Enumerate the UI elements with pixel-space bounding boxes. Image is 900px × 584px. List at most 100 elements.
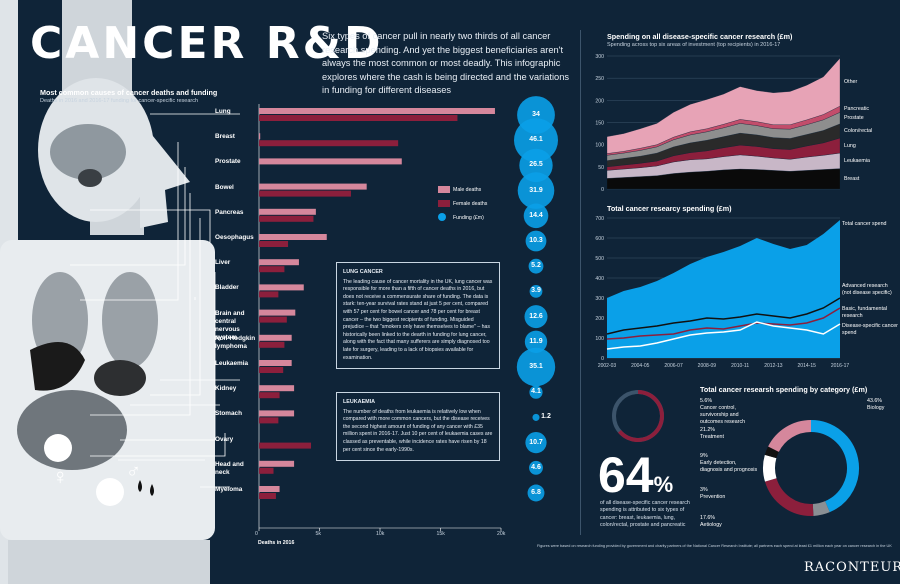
- donut-label: 43.6% Biology: [867, 398, 897, 412]
- info-box-lung: LUNG CANCER The leading cause of cancer …: [336, 262, 500, 370]
- funding-value: 4.6: [531, 463, 541, 471]
- info-lung-text: The leading cause of cancer mortality in…: [343, 278, 493, 361]
- y-tick-label: 50: [598, 165, 604, 171]
- bar-male-deaths: [259, 259, 299, 266]
- donut-label: 5.6% Cancer control, survivorship and out…: [700, 398, 760, 426]
- bar-male-deaths: [259, 183, 367, 190]
- y-tick-label: 100: [595, 336, 604, 342]
- y-tick-label: 400: [595, 276, 604, 282]
- donut-percent: 17.6%: [700, 515, 716, 521]
- funding-value: 10.3: [529, 237, 543, 244]
- y-tick-label: 0: [601, 356, 604, 362]
- divider: [580, 30, 581, 535]
- svg-text:♀: ♀: [52, 464, 69, 489]
- y-tick-label: 250: [595, 76, 604, 82]
- donut-chart: [763, 420, 859, 516]
- bar-male-deaths: [259, 460, 295, 467]
- funding-value: 12.6: [529, 312, 543, 320]
- donut-slice: [763, 454, 777, 482]
- line-series-label: Total cancer spend: [842, 221, 887, 227]
- cancer-label: Stomach: [215, 410, 242, 418]
- x-tick-label: 2012-13: [764, 363, 783, 369]
- x-tick-label: 2014-15: [798, 363, 817, 369]
- donut-slice: [768, 420, 812, 453]
- donut-title: Total cancer researsh spending by catego…: [700, 385, 868, 394]
- info-leukaemia-text: The number of deaths from leukaemia is r…: [343, 408, 493, 453]
- bar-female-deaths: [259, 115, 458, 121]
- y-tick-label: 100: [595, 143, 604, 149]
- cancer-label: Liver: [215, 259, 231, 267]
- line-series-label: Disease-specific cancer spend: [842, 323, 898, 336]
- cancer-label: Prostate: [215, 158, 241, 166]
- funding-bubble: [528, 258, 544, 274]
- bar-female-deaths: [259, 341, 285, 348]
- donut-percent: 9%: [700, 453, 708, 459]
- donut-slice: [764, 446, 779, 459]
- bar-male-deaths: [259, 284, 304, 291]
- funding-bubble: [529, 285, 543, 298]
- bar-male-deaths: [259, 385, 295, 392]
- bar-male-deaths: [259, 410, 295, 417]
- funding-value: 10.7: [529, 438, 543, 446]
- bar-male-deaths: [259, 360, 292, 366]
- legend-funding: Funding (£m): [453, 215, 484, 221]
- bar-female-deaths: [259, 367, 284, 373]
- bar-female-deaths: [259, 392, 280, 399]
- bar-male-deaths: [259, 133, 261, 140]
- gauge-fill: [617, 390, 664, 442]
- cancer-label: Oesophagus: [215, 234, 254, 241]
- donut-category: Cancer control, survivorship and outcome…: [700, 405, 746, 425]
- y-tick-label: 300: [595, 54, 604, 60]
- footnote: Figures were based on research funding p…: [537, 544, 892, 548]
- area-series-label: Colon/rectal: [844, 127, 873, 134]
- bar-male-deaths: [259, 334, 292, 341]
- cancer-label: Lung: [215, 108, 231, 115]
- funding-bubble: [517, 172, 555, 209]
- bar-male-deaths: [259, 208, 316, 215]
- funding-value: 5.2: [531, 262, 541, 270]
- info-leukaemia-heading: LEUKAEMIA: [343, 399, 376, 405]
- svg-text:♂: ♂: [126, 461, 141, 483]
- line-chart: 0 100 200 300 400 500 600 700 2002-03 2004-05 2006…: [595, 216, 849, 369]
- funding-value: 46.1: [529, 136, 543, 144]
- funding-value: 14.4: [529, 211, 543, 219]
- cancer-label: Pancreas: [215, 208, 244, 216]
- line-series-2: [606, 307, 841, 340]
- donut-percent: 43.6%: [867, 398, 883, 404]
- donut-percent: 21.2%: [700, 427, 716, 433]
- bar-female-deaths: [259, 316, 287, 323]
- y-tick-label: 700: [595, 216, 604, 222]
- donut-label: 21.2% Treatment: [700, 427, 760, 441]
- funding-bubble: [524, 305, 548, 329]
- cancer-label: Brain and central nervous system: [215, 309, 245, 341]
- x-tick-label: 10k: [376, 531, 385, 537]
- funding-value: 35.1: [529, 363, 543, 370]
- funding-value: 1.2: [541, 413, 551, 421]
- funding-bubble: [529, 385, 543, 399]
- x-axis-title: Deaths in 2016: [258, 540, 295, 546]
- gauge-note: of all disease-specific cancer research …: [600, 500, 690, 528]
- funding-bubble: [525, 432, 547, 454]
- x-tick-label: 20k: [497, 531, 506, 537]
- bar-female-deaths: [259, 140, 399, 147]
- y-tick-label: 300: [595, 296, 604, 302]
- y-tick-label: 0: [601, 187, 604, 193]
- area-series-other: [606, 57, 841, 154]
- bar-female-deaths: [259, 241, 289, 247]
- line-series-1: [606, 297, 841, 335]
- cancer-label: Bladder: [215, 284, 239, 292]
- funding-bubble: [514, 118, 558, 163]
- funding-bubble: [523, 203, 549, 229]
- cancer-label: Kidney: [215, 385, 237, 393]
- big-percentage: 64%: [598, 446, 673, 504]
- area-series-label: Prostate: [844, 115, 864, 122]
- legend-female: Female deaths: [453, 201, 488, 207]
- bar-female-deaths: [259, 266, 285, 273]
- x-tick-label: 15k: [436, 531, 445, 537]
- donut-category: Treatment: [700, 434, 724, 440]
- area-series-label: Pancreatic: [844, 106, 870, 113]
- donut-label: 9% Early detection, diagnosis and prognos…: [700, 453, 760, 474]
- bar-male-deaths: [259, 234, 327, 240]
- area-chart: 0 50 100 150 200 250 300: [595, 54, 841, 193]
- brand-logo: RACONTEUR: [804, 560, 900, 575]
